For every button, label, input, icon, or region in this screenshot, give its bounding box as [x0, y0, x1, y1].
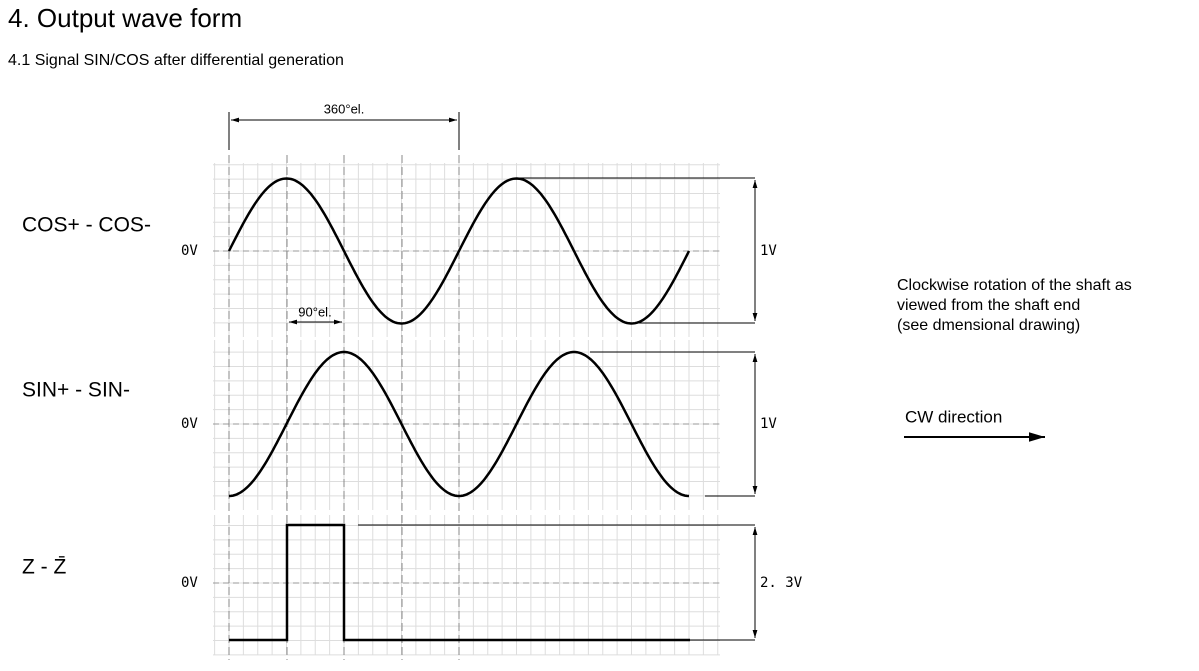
subtitle: 4.1 Signal SIN/COS after differential ge…: [8, 52, 344, 69]
zero-label: 0V: [181, 416, 198, 432]
note-line: Clockwise rotation of the shaft as: [897, 277, 1132, 294]
amplitude-label: 2. 3V: [760, 575, 803, 591]
signal-label: Z - Z̄: [22, 555, 66, 578]
grid: [213, 155, 720, 660]
waves: [227, 177, 758, 642]
zero-label: 0V: [181, 243, 198, 259]
signal-label: SIN+ - SIN-: [22, 379, 130, 402]
direction-label: CW direction: [905, 407, 1002, 426]
cos-wave: [227, 177, 691, 325]
period-label: 360°el.: [324, 101, 365, 116]
note-line: viewed from the shaft end: [897, 297, 1080, 314]
amplitude-label: 1V: [760, 243, 777, 259]
zero-label: 0V: [181, 575, 198, 591]
title: 4. Output wave form: [8, 3, 242, 33]
z-pulse: [229, 523, 690, 642]
signal-label: COS+ - COS-: [22, 214, 151, 237]
note-line: (see dmensional drawing): [897, 317, 1080, 334]
quarter-label: 90°el.: [298, 304, 331, 319]
amplitude-label: 1V: [760, 416, 777, 432]
sin-wave: [228, 350, 690, 498]
